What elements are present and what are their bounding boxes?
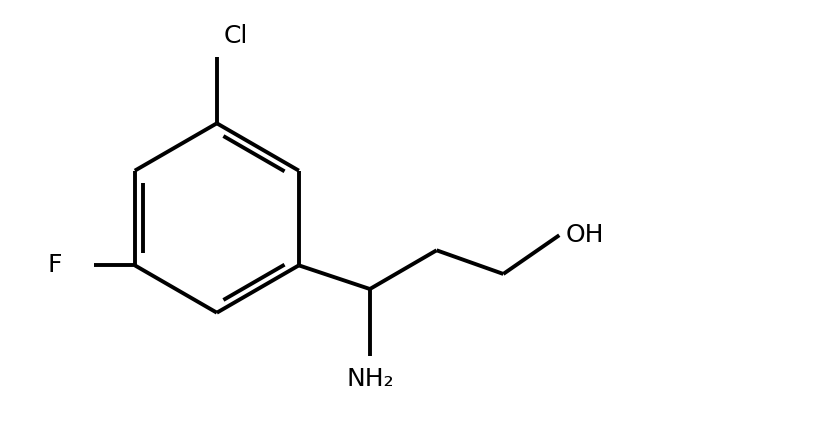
Text: OH: OH	[565, 223, 604, 247]
Text: Cl: Cl	[224, 24, 248, 48]
Text: F: F	[48, 253, 62, 277]
Text: NH₂: NH₂	[346, 367, 394, 391]
